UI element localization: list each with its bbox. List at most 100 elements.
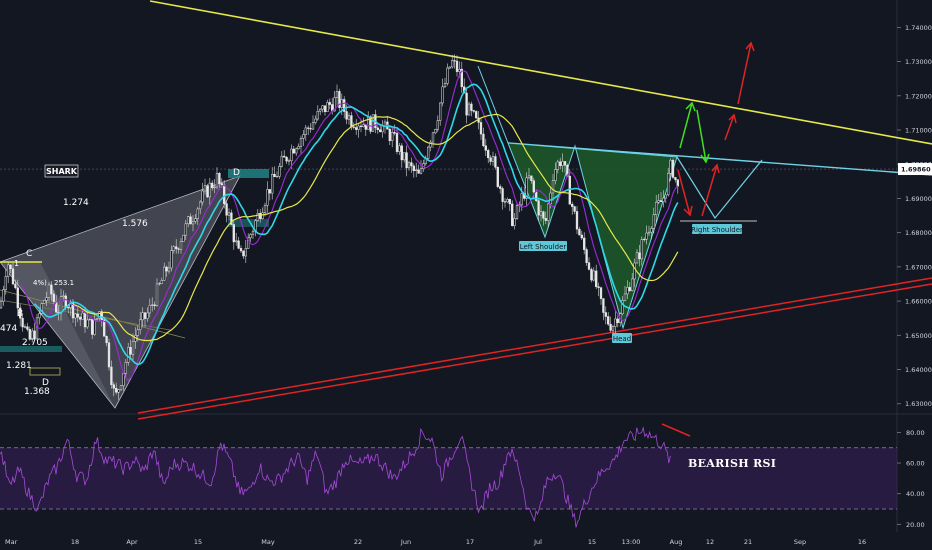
candle-body-257 <box>616 318 619 323</box>
candle-body-28 <box>67 307 70 309</box>
rsi-axis: 80.00 60.00 40.00 20.00 <box>897 429 925 529</box>
candle-body-270 <box>647 231 651 234</box>
candle-body-114 <box>273 173 276 177</box>
candle-body-91 <box>218 173 221 184</box>
candle-body-68 <box>163 266 166 281</box>
candle-body-261 <box>626 287 629 295</box>
candle-body-107 <box>256 213 259 222</box>
candle-body-39 <box>93 319 96 335</box>
candle-body-72 <box>172 246 175 251</box>
candle-body-235 <box>563 161 567 166</box>
candle-body-168 <box>403 152 406 161</box>
time-tick-label-12: 12 <box>706 538 714 546</box>
candle-body-96 <box>230 212 233 225</box>
candle-body-37 <box>88 319 91 321</box>
candle-body-219 <box>525 177 528 199</box>
red-arrow-up-1 <box>701 163 720 217</box>
time-tick-label-4: May <box>261 538 275 546</box>
candle-body-195 <box>467 103 471 116</box>
rsi-divergence-label: BEARISH RSI <box>688 457 777 470</box>
candle-body-109 <box>261 212 264 219</box>
candle-body-244 <box>585 249 588 263</box>
candle-body-223 <box>535 191 538 201</box>
candle-body-192 <box>460 68 463 88</box>
candle-body-274 <box>657 200 660 203</box>
candle-body-256 <box>614 318 617 327</box>
candle-body-120 <box>287 160 291 162</box>
candle-body-279 <box>669 159 672 174</box>
price-tick-label-8: 1.66000 <box>905 298 932 306</box>
ma-slow <box>72 113 679 342</box>
candle-body-266 <box>638 252 641 260</box>
point-d-label: D <box>233 168 240 178</box>
shark-pattern-left <box>0 175 241 409</box>
candle-body-174 <box>417 169 420 174</box>
time-tick-label-15: 16 <box>858 538 866 546</box>
candle-body-255 <box>611 326 615 331</box>
candle-body-62 <box>148 305 151 314</box>
candle-body-12 <box>28 329 31 340</box>
candle-body-27 <box>64 295 67 308</box>
candle-body-201 <box>482 133 485 147</box>
candle-body-73 <box>175 246 178 250</box>
candle-body-54 <box>129 347 132 355</box>
candle-body-7 <box>16 287 19 309</box>
candle-body-197 <box>472 110 475 112</box>
candle-body-233 <box>559 161 562 166</box>
candle-body-11 <box>26 326 29 330</box>
candle-body-180 <box>431 132 435 143</box>
candle-body-162 <box>388 128 391 141</box>
projection-arrows <box>677 41 755 217</box>
ascending-support-line-1 <box>137 277 932 414</box>
right-shoulder-label: Right Shoulder <box>691 226 743 234</box>
price-tick-label-1: 1.73000 <box>905 58 932 66</box>
candle-body-231 <box>554 169 557 182</box>
red-arrow-up-2 <box>724 113 737 141</box>
time-tick-label-1: 18 <box>71 538 79 546</box>
candle-body-157 <box>376 127 379 130</box>
candle-body-129 <box>309 128 312 130</box>
candle-body-71 <box>170 250 173 269</box>
candle-body-9 <box>21 317 24 328</box>
candle-body-217 <box>520 193 523 206</box>
candle-body-90 <box>215 173 219 188</box>
candle-body-85 <box>203 185 207 192</box>
candle-body-203 <box>487 150 490 159</box>
candle-body-251 <box>602 298 605 313</box>
time-tick-label-14: Sep <box>794 538 806 546</box>
candle-body-213 <box>511 203 514 226</box>
candle-body-44 <box>105 336 108 344</box>
candle-body-210 <box>503 201 507 203</box>
candle-body-140 <box>335 91 339 98</box>
candle-body-47 <box>112 384 115 389</box>
rsi-tick-label-0: 80.00 <box>906 429 925 437</box>
rsi-tick-label-1: 60.00 <box>906 460 925 468</box>
candle-body-166 <box>398 145 401 152</box>
candle-body-137 <box>328 102 331 105</box>
candle-body-80 <box>191 221 195 225</box>
candle-body-21 <box>50 284 53 295</box>
candle-body-82 <box>196 208 199 219</box>
candle-body-263 <box>631 278 634 291</box>
candle-body-41 <box>98 311 101 319</box>
rsi-line <box>0 426 671 528</box>
candle-body-205 <box>491 156 495 162</box>
rsi-divergence-line <box>661 423 691 437</box>
ratio-label-3: 2.705 <box>22 338 48 348</box>
candle-body-228 <box>547 203 550 221</box>
candle-body-164 <box>393 132 396 134</box>
candle-body-89 <box>213 186 216 189</box>
red-arrow-up-3 <box>737 41 755 105</box>
shark-zone-box-d <box>228 169 269 178</box>
candle-body-259 <box>621 300 624 314</box>
point-b-label: B <box>17 309 23 319</box>
ma-medium <box>34 83 679 366</box>
candle-body-55 <box>131 341 135 355</box>
time-tick-label-8: Jul <box>533 538 542 546</box>
candle-body-173 <box>415 169 418 171</box>
candle-body-126 <box>302 134 305 139</box>
candle-body-110 <box>263 205 267 213</box>
candle-body-113 <box>271 173 274 194</box>
candle-body-66 <box>158 283 161 285</box>
candlestick-series <box>0 54 679 400</box>
